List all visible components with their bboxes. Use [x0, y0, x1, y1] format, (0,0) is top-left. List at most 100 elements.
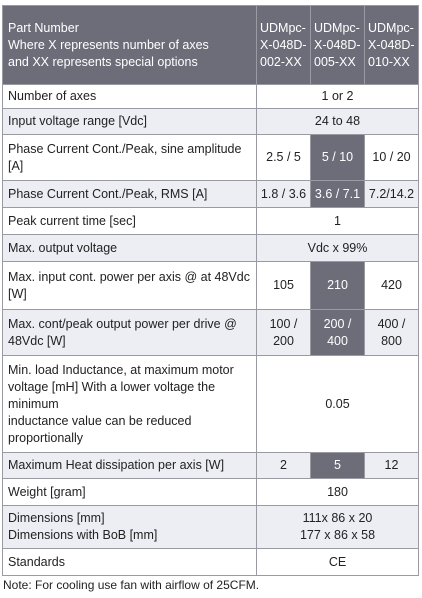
text: UDMpc-X-048D-005-XX: [314, 20, 361, 69]
line: Weight [gram]: [8, 484, 86, 499]
header-column: UDMpc-X-048D-010-XX: [364, 5, 419, 85]
cell: 210: [310, 261, 365, 310]
row: Dimensions [mm] Dimensions with BoB [mm] 1…: [2, 505, 419, 549]
row: Peak current time [sec] 1: [2, 207, 419, 235]
row: Standards CE: [2, 548, 419, 576]
cell: 200 / 400: [310, 309, 365, 356]
row-label: Max. input cont. power per axis @ at 48V…: [2, 261, 257, 310]
text: 1.8 / 3.6: [260, 186, 307, 201]
line: Number of axes: [8, 89, 97, 103]
row: Max. cont/peak output power per drive @ …: [2, 309, 419, 356]
row: Phase Current Cont./Peak, RMS [A] 1.8 / 3…: [2, 180, 419, 208]
line: Maximum Heat dissipation per axis [W]: [8, 458, 225, 472]
row-label: Standards: [2, 548, 257, 576]
text: 10 / 20: [372, 150, 411, 164]
line: 111x 86 x 20: [302, 511, 373, 525]
text: 12: [384, 458, 399, 472]
text: 105: [273, 278, 294, 292]
row-label: Dimensions [mm] Dimensions with BoB [mm]: [2, 505, 257, 549]
row-label: Max. output voltage: [2, 234, 257, 262]
text: 180: [327, 484, 348, 499]
text: 200 / 400: [323, 316, 352, 348]
cell: 111x 86 x 20 177 x 86 x 58: [256, 505, 419, 549]
header-column: UDMpc-X-048D-005-XX: [310, 5, 365, 85]
header-column: UDMpc-X-048D-002-XX: [256, 5, 311, 85]
text: 1: [334, 213, 341, 228]
text: 3.6 / 7.1: [314, 186, 361, 201]
row-label: Min. load Inductance, at maximum motor v…: [2, 355, 257, 453]
row: Min. load Inductance, at maximum motor v…: [2, 355, 419, 453]
line: Phase Current Cont./Peak, sine amplitude…: [8, 141, 242, 173]
line: Max. output voltage: [8, 240, 118, 255]
row: Max. input cont. power per axis @ at 48V…: [2, 261, 419, 310]
cell: 2.5 / 5: [256, 134, 311, 181]
row: Phase Current Cont./Peak, sine amplitude…: [2, 134, 419, 181]
text: 420: [381, 278, 402, 292]
text: 400 / 800: [377, 316, 406, 348]
text: 1 or 2: [321, 89, 354, 103]
line: Dimensions [mm]: [8, 511, 105, 525]
text: 5 / 10: [321, 150, 354, 164]
line: Min. load Inductance, at maximum motor v…: [8, 362, 234, 411]
cell: 105: [256, 261, 311, 310]
cell: 5: [310, 452, 365, 479]
cell: 5 / 10: [310, 134, 365, 181]
cell: 180: [256, 478, 419, 506]
row-label: Peak current time [sec]: [2, 207, 257, 235]
text: Vdc x 99%: [307, 240, 368, 255]
text: 2: [280, 458, 287, 472]
line: Max. cont/peak output power per drive @ …: [8, 316, 237, 348]
text: 0.05: [325, 396, 350, 411]
line: Max. input cont. power per axis @ at 48V…: [8, 269, 250, 301]
cell: Vdc x 99%: [256, 234, 419, 262]
line: Standards: [8, 554, 65, 569]
cell: 400 / 800: [364, 309, 419, 356]
text: UDMpc-X-048D-010-XX: [368, 20, 415, 69]
note: Note: For cooling use fan with airflow o…: [3, 578, 260, 592]
line: Part Number: [8, 20, 79, 35]
text: 7.2/14.2: [368, 186, 415, 201]
line: Dimensions with BoB [mm]: [8, 528, 158, 542]
line: inductance value can be reduced proporti…: [8, 413, 192, 445]
text: CE: [328, 554, 347, 569]
row: Max. output voltage Vdc x 99%: [2, 234, 419, 262]
text: 210: [327, 278, 348, 292]
row-label: Phase Current Cont./Peak, RMS [A]: [2, 180, 257, 208]
cell: 1: [256, 207, 419, 235]
cell: CE: [256, 548, 419, 576]
line: Peak current time [sec]: [8, 213, 136, 228]
row: Maximum Heat dissipation per axis [W] 2 5 1…: [2, 452, 419, 479]
spec-table: Part Number Where X represents number of …: [2, 5, 419, 576]
cell: 24 to 48: [256, 108, 419, 135]
line: 177 x 86 x 58: [299, 528, 376, 542]
cell: 1.8 / 3.6: [256, 180, 311, 208]
header-row: Part Number Where X represents number of …: [2, 5, 419, 85]
row-label: Max. cont/peak output power per drive @ …: [2, 309, 257, 356]
row: Number of axes 1 or 2: [2, 84, 419, 109]
line: and XX represents special options: [8, 54, 198, 69]
cell: 2: [256, 452, 311, 479]
row-label: Input voltage range [Vdc]: [2, 108, 257, 135]
header-label: Part Number Where X represents number of …: [2, 5, 257, 85]
line: Where X represents number of axes: [8, 37, 209, 52]
cell: 7.2/14.2: [364, 180, 419, 208]
row-label: Phase Current Cont./Peak, sine amplitude…: [2, 134, 257, 181]
row: Input voltage range [Vdc] 24 to 48: [2, 108, 419, 135]
line: Phase Current Cont./Peak, RMS [A]: [8, 186, 208, 201]
row-label: Number of axes: [2, 84, 257, 109]
cell: 10 / 20: [364, 134, 419, 181]
cell: 100 / 200: [256, 309, 311, 356]
text: 100 / 200: [269, 316, 298, 348]
cell: 0.05: [256, 355, 419, 453]
text: 2.5 / 5: [266, 150, 301, 164]
row-label: Maximum Heat dissipation per axis [W]: [2, 452, 257, 479]
cell: 420: [364, 261, 419, 310]
text: UDMpc-X-048D-002-XX: [260, 20, 307, 69]
text: 5: [334, 458, 341, 472]
cell: 1 or 2: [256, 84, 419, 109]
row-label: Weight [gram]: [2, 478, 257, 506]
line: Input voltage range [Vdc]: [8, 114, 147, 128]
cell: 12: [364, 452, 419, 479]
text: 24 to 48: [314, 114, 361, 128]
